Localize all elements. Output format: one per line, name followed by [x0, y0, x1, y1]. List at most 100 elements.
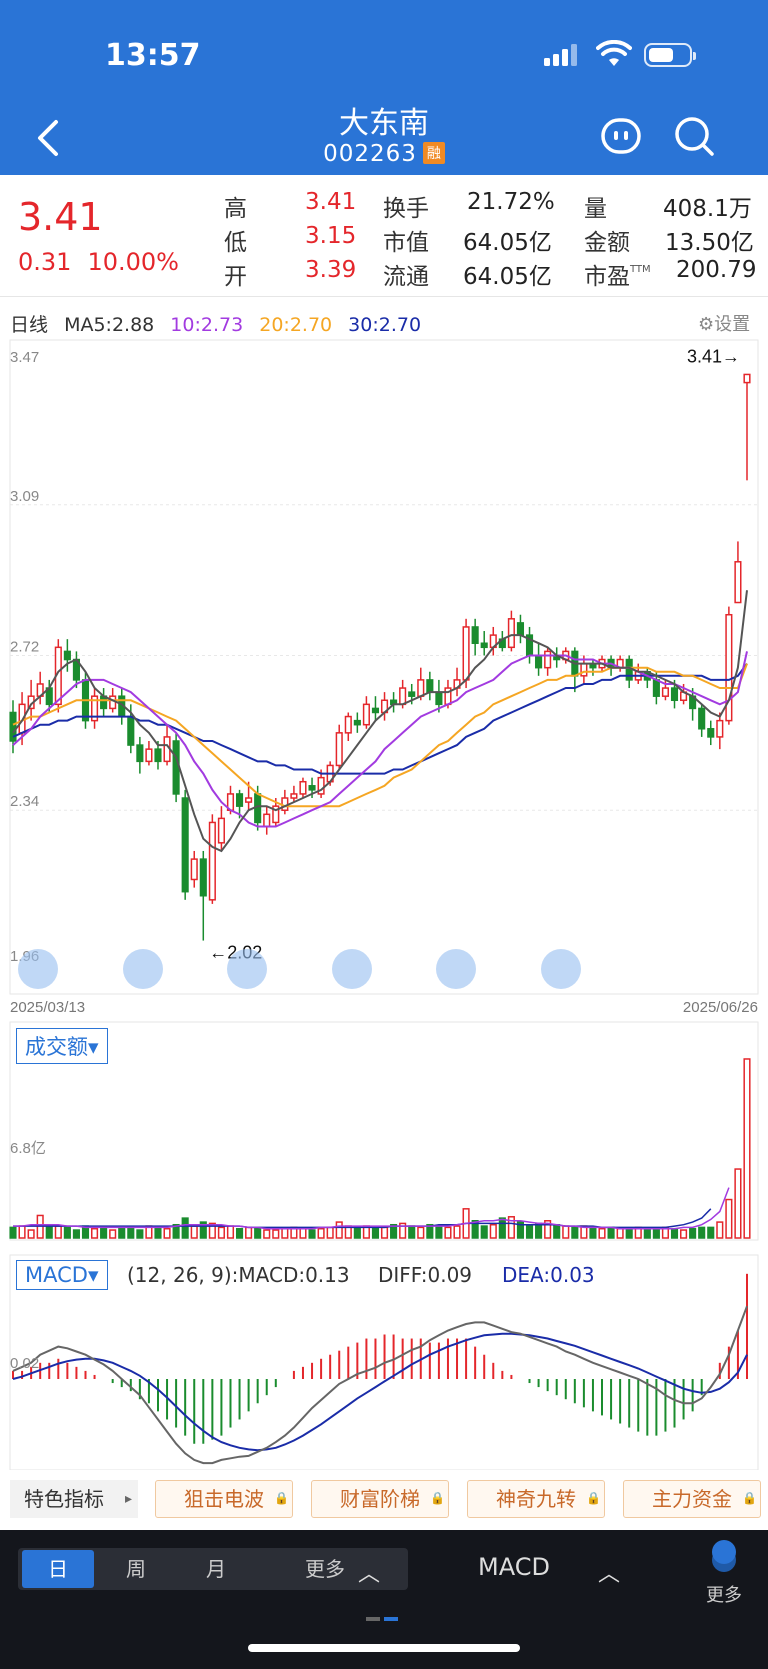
volume-bar [109, 1229, 117, 1239]
arrow-left-icon[interactable] [332, 949, 372, 989]
volume-bar [716, 1221, 724, 1239]
stock-code: 002263 [323, 141, 417, 167]
arrow-right-icon[interactable] [436, 949, 476, 989]
volume-bar [480, 1225, 488, 1239]
double-left-icon[interactable] [18, 949, 58, 989]
candle [698, 707, 706, 730]
more-label[interactable]: 更多 [706, 1585, 742, 1606]
volume-bar [643, 1227, 651, 1239]
candle [371, 707, 380, 714]
feature-sniper-wave[interactable]: 狙击电波 🔒 [155, 1480, 293, 1518]
candle [516, 622, 525, 636]
open-value: 3.39 [305, 257, 357, 283]
macd-y-tick: 0.02 [10, 1355, 39, 1372]
feature-main-funds[interactable]: 主力资金 🔒 [623, 1480, 761, 1518]
volume-bar [380, 1226, 389, 1239]
volume-bar [544, 1220, 552, 1239]
volume-bar [226, 1225, 235, 1239]
candle [344, 715, 352, 734]
volume-bar [507, 1216, 515, 1239]
volume-bar [190, 1225, 198, 1239]
more-icon[interactable] [712, 1540, 736, 1564]
margin-badge: 融 [422, 142, 445, 164]
cellular-signal-icon [544, 44, 577, 66]
volume-bar [680, 1229, 688, 1239]
ma5-line [12, 590, 748, 853]
candle [462, 626, 470, 681]
candle [670, 687, 679, 702]
candle [535, 654, 543, 669]
caret-up-icon[interactable]: ︿ [358, 1562, 381, 1587]
feature-magic-nine[interactable]: 神奇九转 🔒 [467, 1480, 605, 1518]
volume-y-tick: 6.8亿 [10, 1140, 46, 1157]
volume-bar [453, 1225, 461, 1239]
candle [480, 642, 488, 649]
fullscreen-icon[interactable] [541, 949, 581, 989]
candle [263, 813, 271, 828]
volume-bar [272, 1229, 280, 1239]
change-amount: 0.31 [18, 248, 72, 276]
pe-ttm-sup: TTM [630, 264, 651, 275]
volume-bar [317, 1227, 325, 1239]
feature-label: 狙击电波 [184, 1487, 264, 1511]
caret-up-icon[interactable]: ︿ [598, 1562, 621, 1587]
kline-frame [9, 339, 759, 995]
search-icon[interactable] [672, 114, 716, 158]
macd-indicator-select[interactable]: MACD▾ [16, 1260, 108, 1290]
candle [308, 785, 316, 791]
volume-bar [54, 1225, 62, 1239]
home-indicator [248, 1644, 520, 1652]
volume-bar [399, 1222, 407, 1239]
candle [190, 858, 198, 881]
volume-bar [18, 1225, 26, 1239]
y-tick-label: 2.34 [10, 793, 39, 810]
volume-indicator-select[interactable]: 成交额▾ [16, 1028, 108, 1064]
settings-label: 设置 [714, 314, 751, 335]
ma30-value: 30:2.70 [348, 314, 422, 336]
lock-icon: 🔒 [274, 1491, 289, 1505]
volume-bar [652, 1227, 660, 1239]
app-header: 13:57 大东南 002263 融 [0, 0, 768, 175]
volume-bar [408, 1225, 416, 1239]
page-dot-active [384, 1617, 398, 1621]
candle [725, 613, 733, 722]
special-indicators-button[interactable]: 特色指标 [10, 1480, 138, 1518]
volume-bar [562, 1225, 570, 1239]
volume-bar [72, 1229, 80, 1239]
settings-button[interactable]: ⚙设置 [698, 310, 750, 336]
candle [127, 715, 135, 746]
candle [9, 711, 17, 742]
y-tick-label: 3.47 [10, 349, 39, 366]
price-change: 0.31 10.00% [18, 248, 195, 276]
x-end-date: 2025/06/26 [683, 999, 758, 1016]
indicator-switch[interactable]: MACD [478, 1553, 550, 1581]
amount-label: 金额 [584, 230, 630, 256]
back-icon[interactable] [30, 112, 70, 162]
ma20-value: 20:2.70 [259, 314, 333, 336]
volume-bar [263, 1229, 271, 1239]
quote-panel: 3.41 0.31 10.00% 高 3.41 换手 21.72% 量 408.1… [0, 175, 768, 297]
feature-wealth-ladder[interactable]: 财富阶梯 🔒 [311, 1480, 449, 1518]
low-label: 低 [224, 230, 247, 256]
robot-icon[interactable] [599, 114, 643, 158]
low-value: 3.15 [305, 223, 357, 249]
zoom-in-icon[interactable] [123, 949, 163, 989]
candle [353, 719, 361, 726]
tab-week[interactable]: 周 [126, 1557, 146, 1581]
stock-chart[interactable]: 3.473.092.722.341.963.41→←2.022025/03/13… [0, 300, 768, 1470]
candle [661, 687, 670, 697]
candle [652, 679, 660, 697]
candle [471, 626, 479, 644]
candle [299, 780, 307, 795]
tab-day[interactable]: 日 [22, 1550, 94, 1588]
volume-bar [743, 1058, 751, 1239]
high-label: 高 [224, 196, 247, 222]
volume-ma-line-b [13, 1208, 712, 1229]
candle [317, 776, 325, 795]
zoom-out-icon[interactable] [227, 949, 267, 989]
volume-bar [245, 1226, 253, 1239]
tab-month[interactable]: 月 [206, 1557, 226, 1581]
tab-more[interactable]: 更多 [305, 1557, 345, 1581]
macd-dea: DEA:0.03 [502, 1263, 595, 1287]
candle [136, 744, 144, 763]
